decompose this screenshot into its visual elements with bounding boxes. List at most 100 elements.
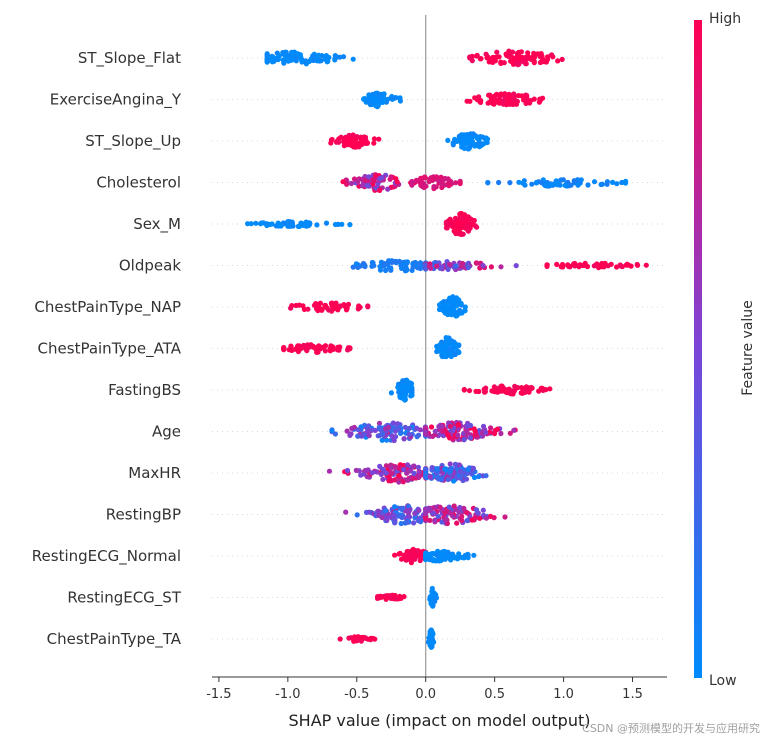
- shap-point: [447, 552, 453, 559]
- shap-point: [376, 424, 382, 430]
- shap-point: [450, 294, 456, 300]
- shap-point: [523, 100, 529, 106]
- shap-point: [555, 58, 561, 64]
- shap-point: [376, 508, 382, 514]
- shap-point: [457, 504, 463, 511]
- shap-point: [380, 466, 386, 472]
- shap-point: [408, 380, 414, 386]
- shap-point: [444, 302, 450, 308]
- shap-point: [314, 54, 320, 60]
- shap-point: [519, 385, 525, 391]
- x-tick-label: -1.0: [275, 687, 300, 702]
- shap-point: [392, 520, 398, 526]
- shap-point: [448, 557, 454, 563]
- shap-point: [337, 636, 343, 642]
- shap-point: [456, 509, 462, 515]
- shap-point: [270, 56, 277, 62]
- shap-point: [399, 395, 405, 401]
- shap-point: [459, 263, 465, 269]
- shap-point: [391, 95, 397, 101]
- shap-point: [462, 308, 468, 314]
- shap-point: [512, 386, 518, 392]
- shap-point: [429, 585, 435, 592]
- shap-point: [623, 262, 629, 268]
- shap-point: [373, 90, 379, 96]
- shap-point: [293, 58, 299, 64]
- shap-point: [458, 224, 465, 230]
- shap-point: [461, 436, 467, 442]
- shap-point: [390, 420, 396, 426]
- shap-point: [316, 304, 322, 311]
- feature-label: ChestPainType_ATA: [38, 340, 182, 359]
- shap-point: [467, 55, 473, 61]
- shap-point: [549, 181, 556, 187]
- shap-point: [361, 134, 367, 140]
- shap-point: [326, 468, 333, 474]
- shap-point: [442, 182, 448, 188]
- feature-label: ST_Slope_Flat: [78, 49, 181, 68]
- shap-point: [494, 426, 501, 432]
- shap-point: [383, 508, 389, 514]
- shap-point: [447, 461, 453, 467]
- shap-point: [341, 136, 347, 142]
- shap-point: [439, 423, 445, 430]
- x-tick-label: 1.0: [553, 687, 574, 702]
- shap-point: [396, 551, 402, 557]
- shap-point: [554, 261, 560, 267]
- shap-point: [332, 221, 339, 228]
- shap-point: [412, 510, 418, 516]
- shap-point: [536, 388, 542, 394]
- shap-point: [303, 223, 309, 229]
- shap-point: [364, 474, 370, 480]
- shap-point: [443, 344, 449, 350]
- shap-point: [379, 174, 385, 181]
- shap-point: [373, 173, 379, 179]
- shap-point: [428, 265, 434, 271]
- shap-point: [289, 57, 295, 63]
- shap-point: [437, 342, 443, 348]
- shap-point: [366, 99, 372, 105]
- shap-point: [502, 514, 508, 520]
- shap-point: [406, 514, 413, 520]
- feature-label: Sex_M: [133, 215, 181, 234]
- shap-point: [614, 181, 620, 187]
- shap-point: [598, 181, 604, 188]
- shap-point: [446, 183, 452, 189]
- shap-point: [445, 266, 451, 272]
- shap-point: [288, 305, 294, 311]
- shap-point: [423, 431, 429, 437]
- feature-label: ChestPainType_NAP: [34, 298, 181, 317]
- shap-point: [445, 476, 451, 483]
- shap-point: [378, 471, 384, 477]
- shap-point: [480, 263, 486, 269]
- shap-point: [480, 507, 486, 513]
- shap-point: [436, 302, 443, 308]
- shap-point: [386, 258, 392, 264]
- x-tick-label: 0.5: [484, 687, 505, 702]
- shap-point: [304, 348, 310, 354]
- shap-point: [371, 136, 377, 142]
- shap-point: [383, 463, 389, 469]
- shap-point: [299, 345, 305, 351]
- shap-point: [344, 467, 351, 474]
- shap-point: [448, 308, 454, 314]
- shap-point: [422, 175, 428, 181]
- shap-point: [430, 433, 436, 439]
- shap-point: [376, 420, 383, 426]
- shap-point: [531, 96, 537, 102]
- shap-point: [506, 91, 512, 97]
- shap-point: [350, 132, 356, 138]
- shap-point: [406, 431, 412, 438]
- shap-point: [507, 430, 513, 436]
- shap-point: [483, 515, 489, 521]
- shap-point: [253, 220, 259, 226]
- shap-point: [459, 139, 465, 145]
- shap-point: [465, 264, 471, 271]
- x-tick-label: -0.5: [344, 687, 369, 702]
- shap-point: [400, 378, 406, 384]
- shap-point: [467, 98, 473, 104]
- shap-point: [311, 57, 317, 64]
- shap-point: [458, 215, 464, 221]
- shap-point: [373, 96, 379, 102]
